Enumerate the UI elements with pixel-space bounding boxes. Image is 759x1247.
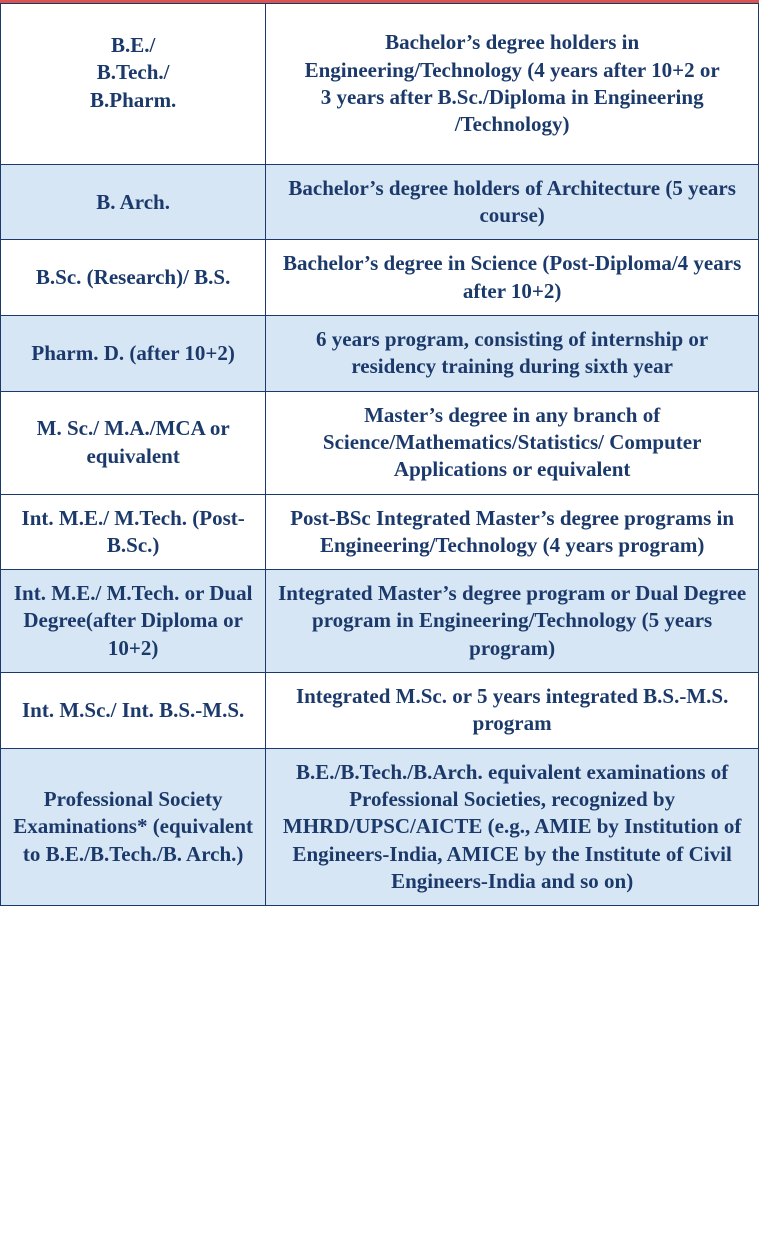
- qualifications-table-container: B.E./B.Tech./B.Pharm.Bachelor’s degree h…: [0, 0, 759, 906]
- degree-cell: B.E./B.Tech./B.Pharm.: [1, 4, 266, 165]
- qualifications-table: B.E./B.Tech./B.Pharm.Bachelor’s degree h…: [0, 3, 759, 906]
- table-row: Int. M.E./ M.Tech. (Post-B.Sc.)Post-BSc …: [1, 494, 759, 570]
- degree-cell: Int. M.E./ M.Tech. or Dual Degree(after …: [1, 570, 266, 673]
- description-cell: Bachelor’s degree in Science (Post-Diplo…: [266, 240, 759, 316]
- degree-cell: Pharm. D. (after 10+2): [1, 316, 266, 392]
- table-row: B. Arch.Bachelor’s degree holders of Arc…: [1, 164, 759, 240]
- table-row: Int. M.Sc./ Int. B.S.-M.S.Integrated M.S…: [1, 673, 759, 749]
- table-row: Int. M.E./ M.Tech. or Dual Degree(after …: [1, 570, 759, 673]
- qualifications-table-body: B.E./B.Tech./B.Pharm.Bachelor’s degree h…: [1, 4, 759, 906]
- description-cell: Bachelor’s degree holders in Engineering…: [266, 4, 759, 165]
- description-cell: 6 years program, consisting of internshi…: [266, 316, 759, 392]
- description-cell: Integrated Master’s degree program or Du…: [266, 570, 759, 673]
- description-cell: Integrated M.Sc. or 5 years integrated B…: [266, 673, 759, 749]
- table-row: Pharm. D. (after 10+2)6 years program, c…: [1, 316, 759, 392]
- table-row: Professional Society Examinations* (equi…: [1, 748, 759, 905]
- degree-cell: B. Arch.: [1, 164, 266, 240]
- description-cell: B.E./B.Tech./B.Arch. equivalent examinat…: [266, 748, 759, 905]
- description-cell: Post-BSc Integrated Master’s degree prog…: [266, 494, 759, 570]
- description-cell: Master’s degree in any branch of Science…: [266, 391, 759, 494]
- table-row: B.E./B.Tech./B.Pharm.Bachelor’s degree h…: [1, 4, 759, 165]
- degree-cell: M. Sc./ M.A./MCA or equivalent: [1, 391, 266, 494]
- degree-cell: Professional Society Examinations* (equi…: [1, 748, 266, 905]
- degree-cell: B.Sc. (Research)/ B.S.: [1, 240, 266, 316]
- description-cell: Bachelor’s degree holders of Architectur…: [266, 164, 759, 240]
- table-row: M. Sc./ M.A./MCA or equivalentMaster’s d…: [1, 391, 759, 494]
- degree-cell: Int. M.Sc./ Int. B.S.-M.S.: [1, 673, 266, 749]
- degree-cell: Int. M.E./ M.Tech. (Post-B.Sc.): [1, 494, 266, 570]
- table-row: B.Sc. (Research)/ B.S.Bachelor’s degree …: [1, 240, 759, 316]
